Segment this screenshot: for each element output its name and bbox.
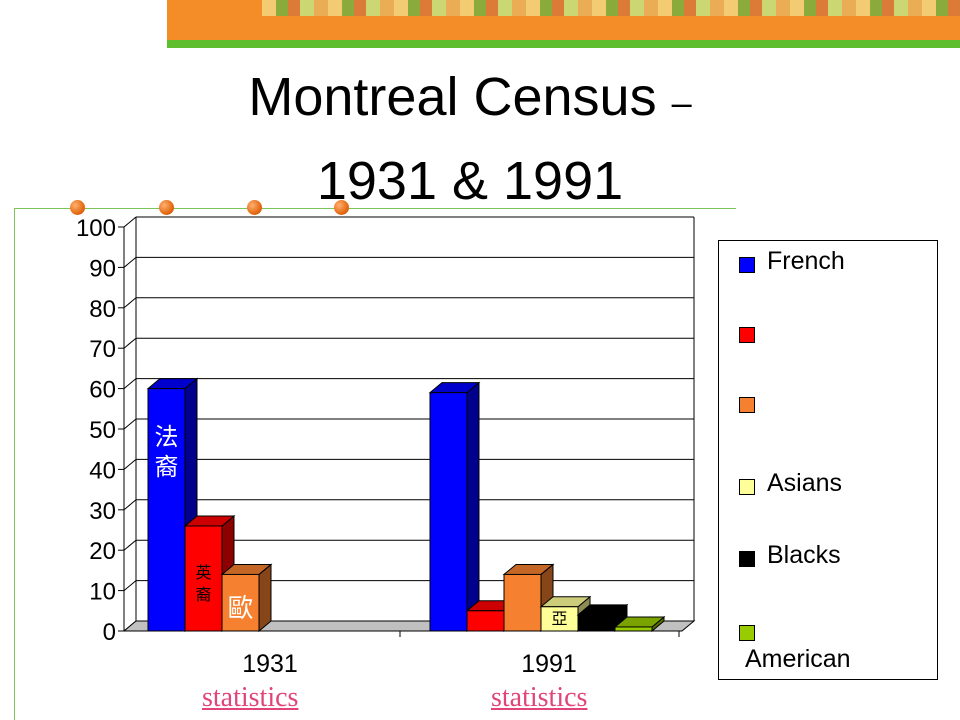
bar-data-label: 裔 (195, 585, 211, 604)
legend-label: Asians (767, 469, 843, 497)
gridline-side (123, 337, 137, 349)
y-tick-label: 50 (89, 417, 116, 444)
header-photo-strip (262, 0, 960, 16)
header-green-line (167, 40, 960, 48)
y-tick-label: 10 (89, 579, 116, 606)
bar-data-label: 歐 (227, 594, 253, 624)
bar (503, 573, 542, 632)
title-line-1: Montreal Census (248, 67, 657, 127)
y-tick-label: 0 (103, 619, 116, 646)
gridline-side (123, 216, 137, 228)
gridline-side (123, 459, 137, 470)
x-tick-label: 1931 (242, 650, 298, 678)
legend-swatch (739, 625, 755, 641)
bar (577, 614, 616, 632)
bullet-dot-icon (70, 200, 85, 215)
bar (184, 525, 223, 632)
statistics-link-1991[interactable]: statistics (491, 682, 588, 713)
legend-swatch (739, 257, 755, 273)
y-tick-label: 80 (89, 296, 116, 323)
title-dash: – (671, 82, 692, 123)
bar (614, 626, 653, 632)
gridline-side (123, 297, 137, 309)
title-line-2: 1931 & 1991 (316, 151, 624, 211)
legend-swatch (739, 479, 755, 495)
legend-label: Blacks (767, 541, 841, 569)
bar-side (258, 563, 272, 633)
bullet-dot-icon (247, 200, 262, 215)
y-tick-label: 20 (89, 538, 116, 565)
legend-label: French (767, 247, 845, 275)
bar-data-label: 英 (195, 563, 211, 582)
gridline-side (123, 257, 137, 268)
gridline-side (123, 499, 137, 511)
bullet-dot-icon (334, 200, 349, 215)
divider-vertical (14, 208, 15, 720)
bar (466, 610, 505, 632)
bullet-dot-icon (159, 200, 174, 215)
y-tick-label: 70 (89, 336, 116, 363)
legend-swatch (739, 397, 755, 413)
chart-legend: French Asians Blacks American (718, 240, 938, 680)
bar (147, 388, 186, 632)
gridline-side (123, 378, 137, 389)
bar-data-label: 法 (155, 423, 179, 451)
y-tick-label: 60 (89, 377, 116, 404)
x-tick-label: 1991 (521, 650, 577, 678)
statistics-link-1931[interactable]: statistics (202, 682, 299, 713)
y-tick-label: 40 (89, 457, 116, 484)
legend-swatch (739, 551, 755, 567)
bar (221, 573, 260, 632)
y-tick-label: 90 (89, 255, 116, 282)
bar (540, 606, 579, 632)
bar-side (466, 381, 480, 633)
slide-title: Montreal Census – 1931 & 1991 (170, 58, 770, 220)
bar-data-label: 亞 (551, 609, 567, 628)
gridline-side (123, 539, 137, 551)
bar-data-label: 裔 (155, 453, 179, 481)
y-tick-label: 100 (76, 215, 116, 242)
divider-horizontal (14, 208, 736, 209)
gridline-side (123, 580, 137, 591)
gridline-side (123, 418, 137, 430)
bar (429, 392, 468, 632)
y-tick-label: 30 (89, 498, 116, 525)
legend-swatch (739, 327, 755, 343)
legend-label: American (745, 645, 851, 673)
